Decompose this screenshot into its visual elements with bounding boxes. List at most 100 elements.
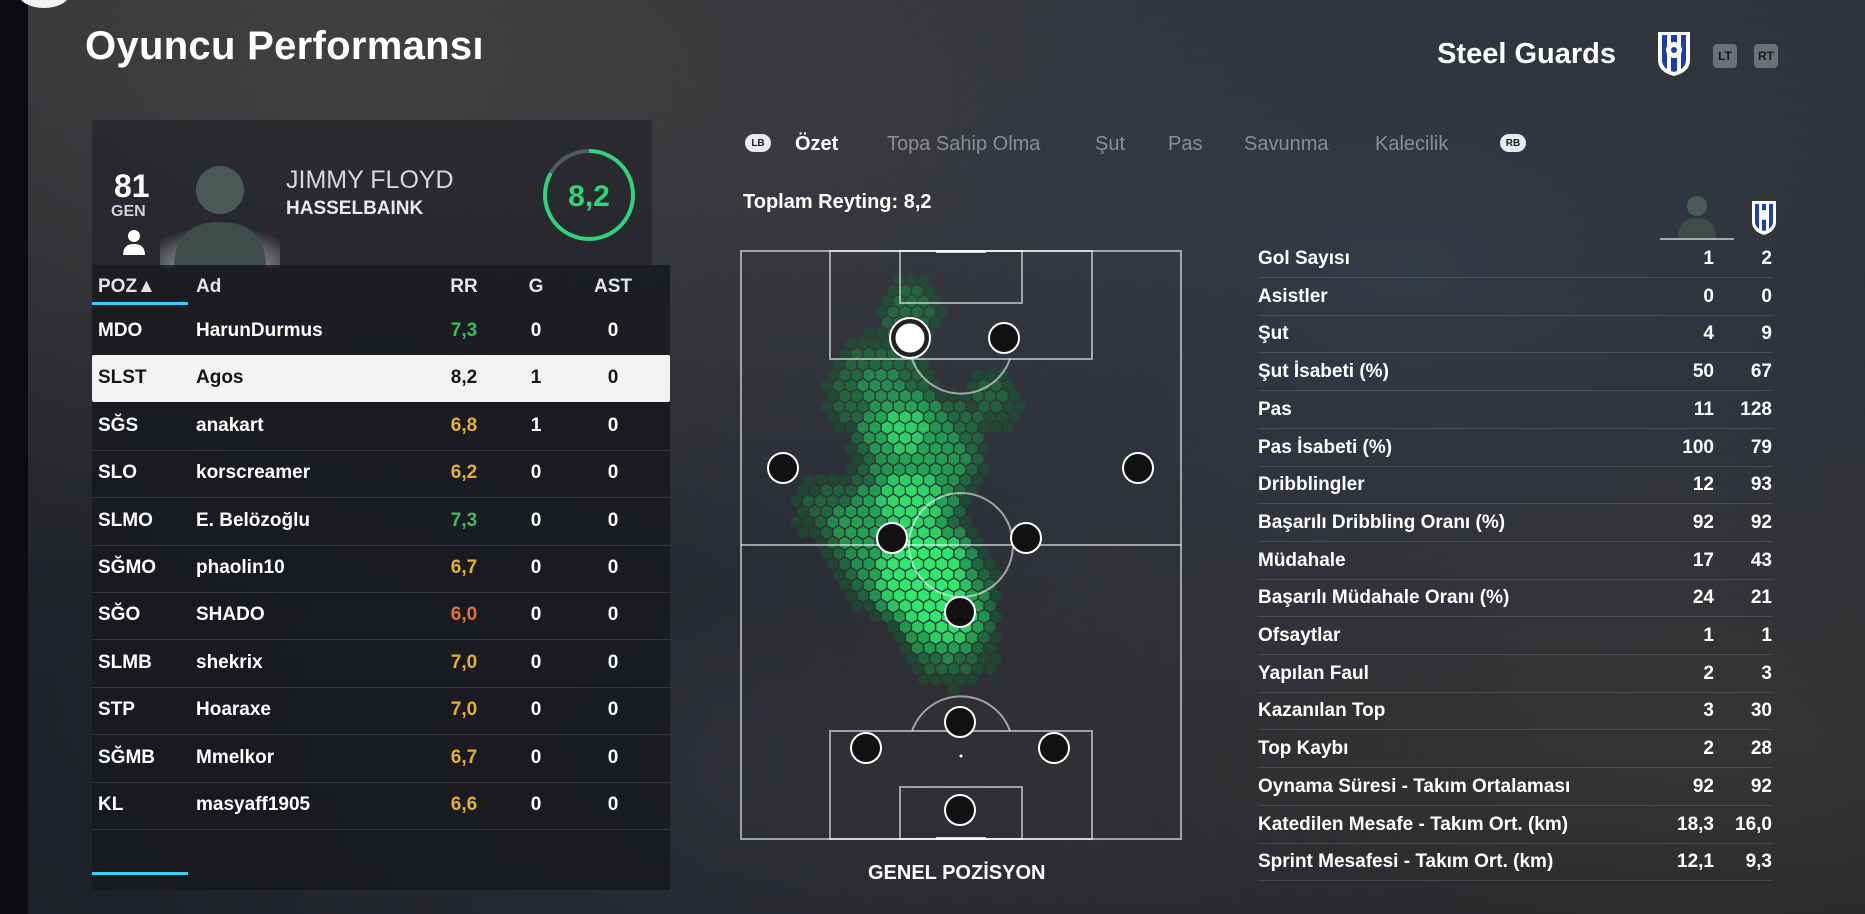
heatmap-cell — [833, 505, 845, 518]
heatmap-cell — [900, 494, 911, 508]
heatmap-cell — [936, 662, 947, 676]
heatmap-cell — [845, 547, 857, 560]
stat-player-value: 24 — [1692, 587, 1714, 609]
heatmap-cell — [839, 536, 851, 550]
heatmap-cell — [875, 305, 887, 319]
heatmap-cell — [984, 368, 996, 382]
heatmap-cell — [851, 515, 863, 529]
header-poz[interactable]: POZ▲ — [98, 276, 156, 297]
heatmap-cell — [906, 484, 917, 497]
heatmap-cell — [887, 431, 899, 445]
heatmap-cell — [857, 505, 869, 518]
heatmap-cell — [821, 400, 832, 413]
lb-button-icon[interactable]: LB — [745, 134, 771, 152]
heatmap-cell — [984, 599, 996, 613]
table-row[interactable]: SLMO E. Belözoğlu 7,3 0 0 — [92, 498, 670, 546]
row-position: SLO — [98, 462, 138, 484]
stat-team-value: 43 — [1750, 549, 1772, 571]
stat-row: Yapılan Faul 2 3 — [1258, 655, 1772, 693]
stat-player-value: 17 — [1692, 549, 1714, 571]
table-row[interactable]: MDO HarunDurmus 7,3 0 0 — [92, 308, 670, 356]
heatmap-cell — [875, 347, 887, 361]
heatmap-cell — [918, 358, 929, 371]
player-marker — [1038, 732, 1070, 764]
row-assists: 0 — [607, 509, 619, 531]
tab-0[interactable]: Özet — [795, 133, 839, 155]
row-goals: 0 — [530, 651, 542, 673]
heatmap-cell — [797, 505, 808, 518]
heatmap-cell — [942, 421, 954, 434]
heatmap-cell — [918, 568, 929, 581]
table-row[interactable]: SLST Agos 8,2 1 0 — [92, 355, 670, 403]
heatmap-cell — [912, 662, 923, 676]
table-row[interactable]: SLMB shekrix 7,0 0 0 — [92, 640, 670, 688]
header-ast[interactable]: AST — [594, 276, 632, 297]
header-name[interactable]: Ad — [196, 276, 222, 297]
heatmap-cell — [851, 536, 863, 550]
heatmap-cell — [863, 473, 875, 487]
table-row[interactable]: KL masyaff1905 6,6 0 0 — [92, 782, 670, 830]
heatmap-cell — [900, 473, 911, 487]
heatmap-cell — [978, 652, 990, 665]
heatmap-cell — [948, 515, 960, 529]
table-row[interactable]: SĞMO phaolin10 6,7 0 0 — [92, 545, 670, 593]
heatmap-cell — [845, 526, 857, 539]
heatmap-cell — [887, 620, 899, 634]
rb-button-icon[interactable]: RB — [1500, 134, 1526, 152]
heatmap-cell — [821, 526, 832, 539]
heatmap-cell — [839, 515, 851, 529]
tab-3[interactable]: Pas — [1168, 133, 1203, 155]
tab-5[interactable]: Kalecilik — [1375, 133, 1449, 155]
tab-2[interactable]: Şut — [1095, 133, 1126, 155]
player-marker — [944, 794, 976, 826]
heatmap-cell — [990, 421, 1002, 434]
stat-team-value: 3 — [1761, 662, 1772, 684]
heatmap-cell — [936, 410, 947, 424]
heatmap-cell — [966, 421, 978, 434]
heatmap-cell — [906, 589, 917, 602]
rt-button-icon[interactable]: RT — [1754, 44, 1778, 68]
heatmap-cell — [912, 452, 923, 466]
header-rr[interactable]: RR — [450, 276, 478, 297]
heatmap-cell — [930, 463, 941, 476]
table-row[interactable]: SĞMB Mmelkor 6,7 0 0 — [92, 735, 670, 783]
table-row[interactable]: SĞO SHADO 6,0 0 0 — [92, 592, 670, 641]
heatmap-cell — [893, 421, 905, 434]
row-position: SĞO — [98, 604, 141, 626]
tab-4[interactable]: Savunma — [1244, 133, 1329, 155]
heatmap-cell — [875, 494, 887, 508]
heatmap-cell — [827, 389, 838, 403]
heatmap-cell — [936, 578, 947, 592]
page-title: Oyuncu Performansı — [85, 24, 484, 68]
row-rating: 6,6 — [450, 794, 478, 815]
header-g[interactable]: G — [528, 276, 544, 297]
table-row[interactable]: SĞS anakart 6,8 1 0 — [92, 403, 670, 451]
row-rating: 8,2 — [450, 367, 478, 389]
heatmap-cell — [918, 547, 929, 560]
heatmap-cell — [887, 494, 899, 508]
row-player-name: shekrix — [196, 651, 263, 673]
heatmap-cell — [924, 557, 935, 571]
heatmap-cell — [966, 463, 978, 476]
heatmap-cell — [984, 620, 996, 634]
row-position: SLMO — [98, 509, 153, 531]
heatmap-cell — [930, 652, 941, 665]
stat-player-value: 12,1 — [1677, 851, 1714, 873]
table-row[interactable]: SLO korscreamer 6,2 0 0 — [92, 450, 670, 499]
heatmap-cell — [942, 442, 954, 455]
heatmap-cell — [845, 589, 857, 602]
heatmap-cell — [1008, 389, 1020, 403]
heatmap-cell — [869, 568, 881, 581]
heatmap-cell — [960, 662, 972, 676]
heatmap-cell — [906, 358, 917, 371]
lt-button-icon[interactable]: LT — [1713, 44, 1737, 68]
heatmap-cell — [942, 631, 954, 644]
heatmap-cell — [875, 578, 887, 592]
row-goals: 0 — [530, 509, 542, 531]
table-row[interactable]: STP Hoaraxe 7,0 0 0 — [92, 687, 670, 736]
heatmap-cell — [887, 284, 899, 298]
heatmap-cell — [930, 421, 941, 434]
tab-1[interactable]: Topa Sahip Olma — [887, 133, 1041, 155]
row-position: SLMB — [98, 651, 152, 673]
heatmap-cell — [851, 410, 863, 424]
